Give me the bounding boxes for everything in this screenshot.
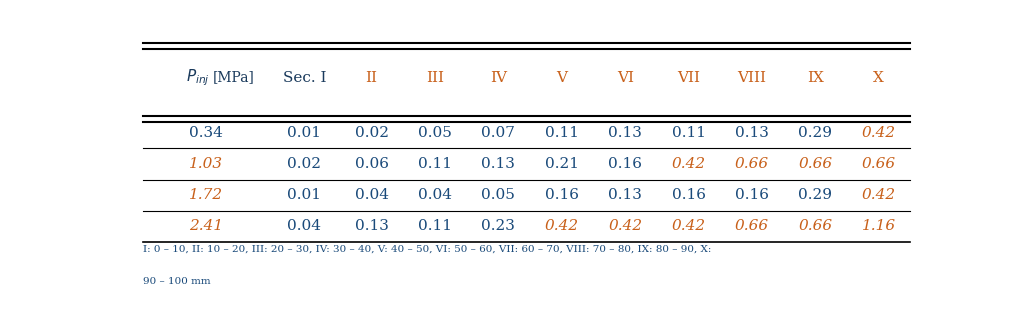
Text: 0.34: 0.34 — [189, 126, 223, 139]
Text: 0.66: 0.66 — [735, 157, 769, 171]
Text: 0.11: 0.11 — [418, 219, 452, 234]
Text: 0.05: 0.05 — [418, 126, 452, 139]
Text: VIII: VIII — [738, 70, 766, 85]
Text: 0.66: 0.66 — [799, 219, 832, 234]
Text: 0.13: 0.13 — [355, 219, 388, 234]
Text: 0.07: 0.07 — [482, 126, 515, 139]
Text: VI: VI — [617, 70, 634, 85]
Text: 0.42: 0.42 — [862, 188, 896, 202]
Text: X: X — [874, 70, 884, 85]
Text: 0.42: 0.42 — [609, 219, 642, 234]
Text: 0.42: 0.42 — [672, 219, 706, 234]
Text: 0.66: 0.66 — [799, 157, 832, 171]
Text: 0.11: 0.11 — [672, 126, 705, 139]
Text: [MPa]: [MPa] — [212, 70, 254, 85]
Text: 0.29: 0.29 — [799, 188, 832, 202]
Text: 0.01: 0.01 — [288, 188, 321, 202]
Text: 0.05: 0.05 — [482, 188, 515, 202]
Text: I: 0 – 10, II: 10 – 20, III: 20 – 30, IV: 30 – 40, V: 40 – 50, VI: 50 – 60, VII:: I: 0 – 10, II: 10 – 20, III: 20 – 30, IV… — [142, 245, 711, 254]
Text: 0.16: 0.16 — [545, 188, 579, 202]
Text: 0.06: 0.06 — [355, 157, 388, 171]
Text: 0.16: 0.16 — [672, 188, 705, 202]
Text: 0.13: 0.13 — [609, 188, 642, 202]
Text: 0.13: 0.13 — [609, 126, 642, 139]
Text: 0.66: 0.66 — [862, 157, 896, 171]
Text: II: II — [366, 70, 378, 85]
Text: 0.11: 0.11 — [545, 126, 579, 139]
Text: 0.02: 0.02 — [355, 126, 388, 139]
Text: 0.01: 0.01 — [288, 126, 321, 139]
Text: 0.04: 0.04 — [288, 219, 321, 234]
Text: 0.04: 0.04 — [418, 188, 452, 202]
Text: V: V — [557, 70, 567, 85]
Text: 0.04: 0.04 — [355, 188, 388, 202]
Text: 1.72: 1.72 — [189, 188, 223, 202]
Text: 0.29: 0.29 — [799, 126, 832, 139]
Text: Sec. I: Sec. I — [282, 70, 326, 85]
Text: 0.21: 0.21 — [545, 157, 579, 171]
Text: 0.66: 0.66 — [735, 219, 769, 234]
Text: $P_{inj}$: $P_{inj}$ — [186, 67, 209, 88]
Text: 0.11: 0.11 — [418, 157, 452, 171]
Text: 0.13: 0.13 — [482, 157, 515, 171]
Text: 0.16: 0.16 — [609, 157, 642, 171]
Text: 0.13: 0.13 — [735, 126, 769, 139]
Text: VII: VII — [677, 70, 700, 85]
Text: 0.42: 0.42 — [672, 157, 706, 171]
Text: 0.42: 0.42 — [862, 126, 896, 139]
Text: 0.23: 0.23 — [482, 219, 515, 234]
Text: 2.41: 2.41 — [189, 219, 223, 234]
Text: 90 – 100 mm: 90 – 100 mm — [142, 277, 210, 286]
Text: 0.02: 0.02 — [288, 157, 321, 171]
Text: 0.42: 0.42 — [545, 219, 579, 234]
Text: 0.16: 0.16 — [735, 188, 769, 202]
Text: 1.16: 1.16 — [862, 219, 896, 234]
Text: IV: IV — [490, 70, 507, 85]
Text: 1.03: 1.03 — [189, 157, 223, 171]
Text: III: III — [426, 70, 444, 85]
Text: IX: IX — [807, 70, 824, 85]
